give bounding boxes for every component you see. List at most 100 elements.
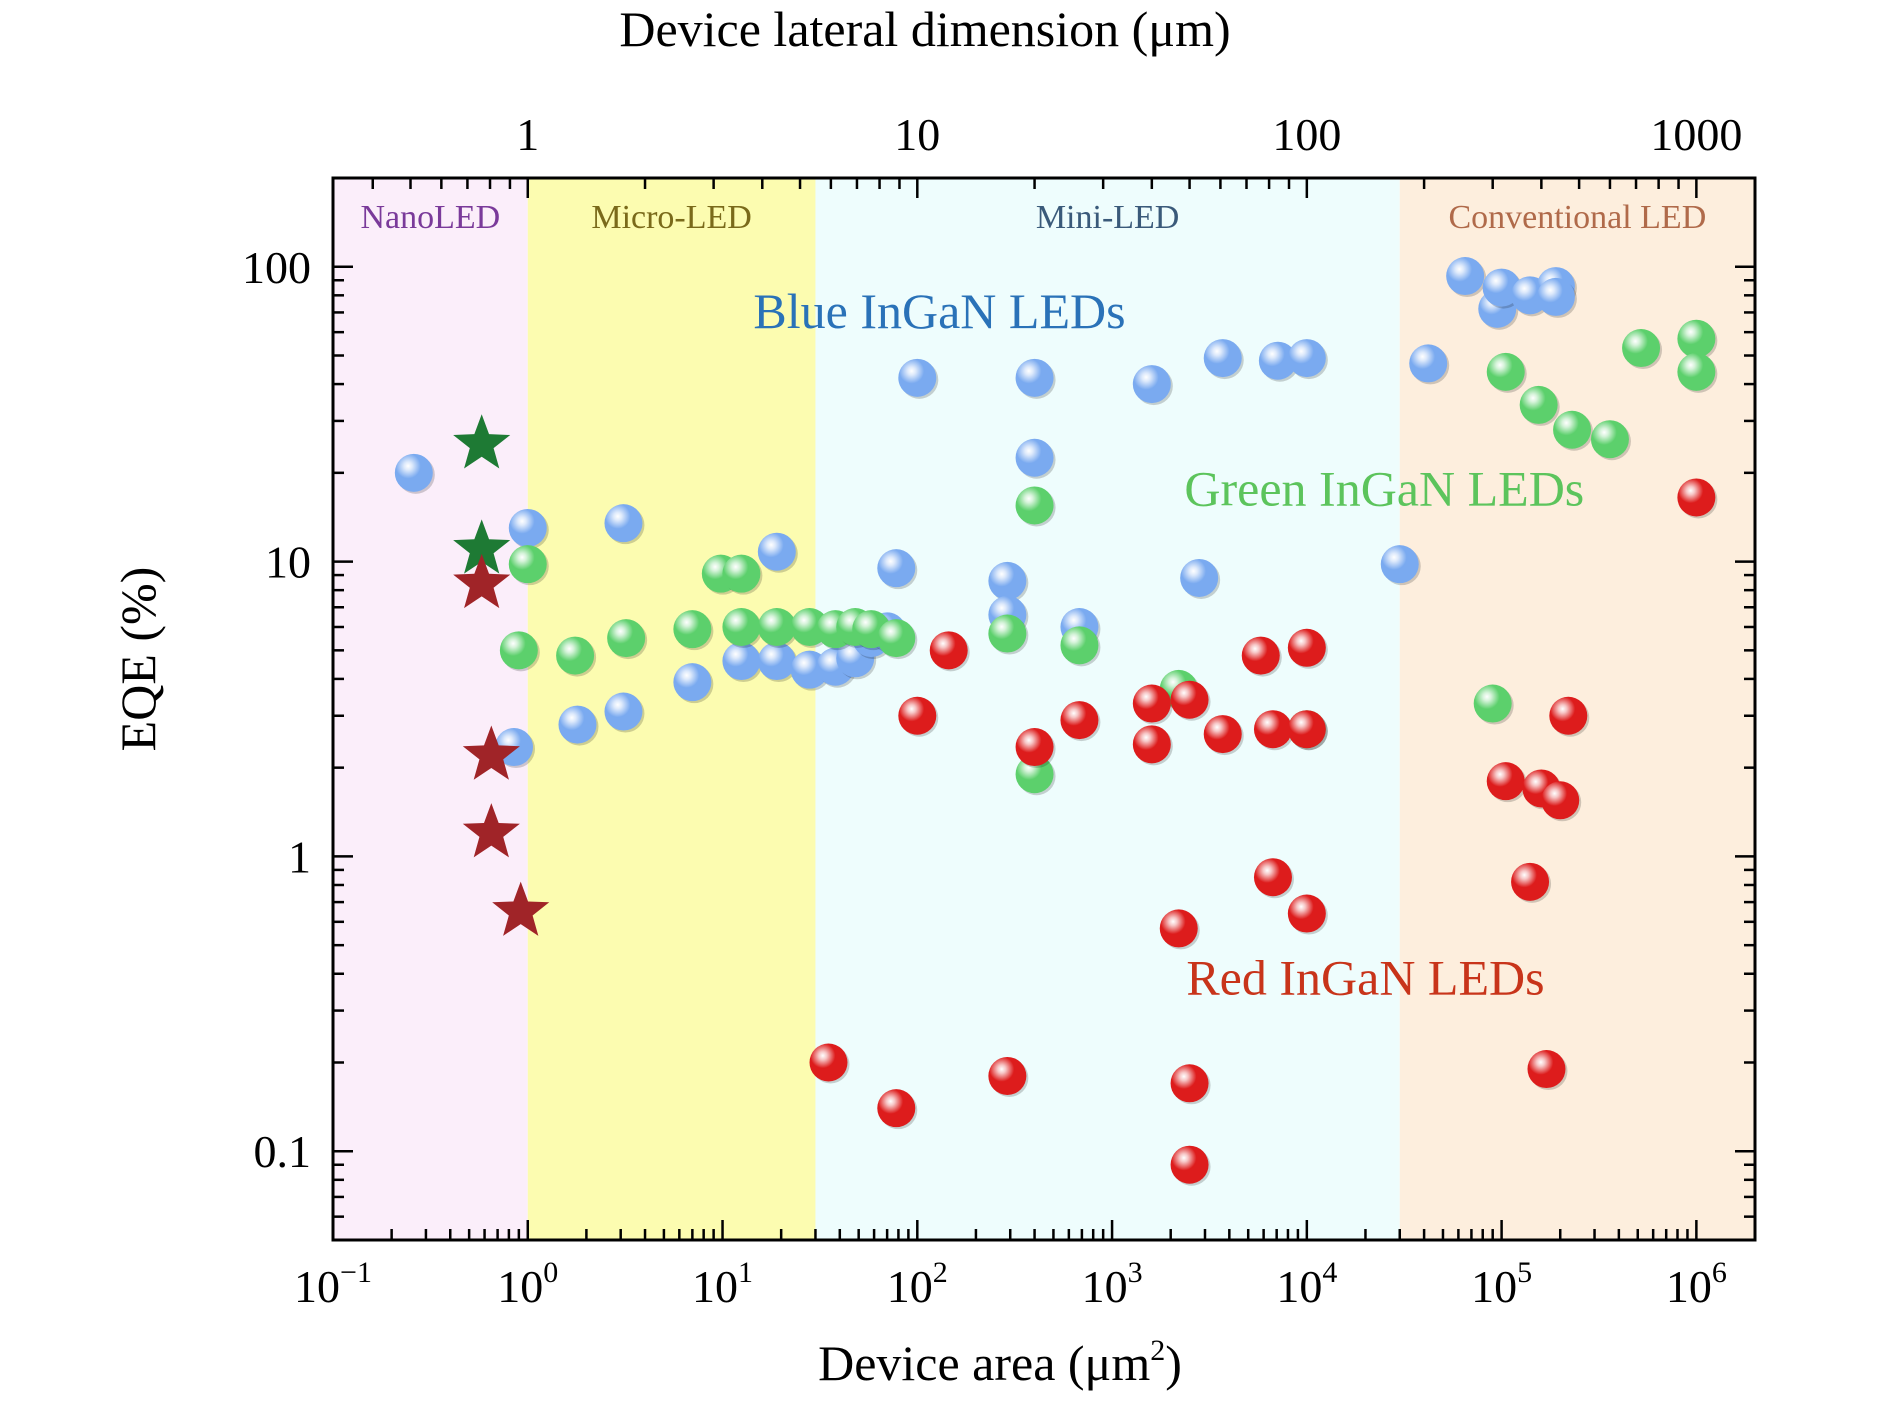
data-point bbox=[1170, 1064, 1211, 1105]
x-tick-label-exponent: 4 bbox=[1322, 1256, 1337, 1289]
data-point bbox=[809, 1043, 850, 1084]
x-tick-label-exponent: 1 bbox=[738, 1256, 753, 1289]
star-marker bbox=[453, 519, 511, 574]
star-marker bbox=[462, 803, 520, 858]
data-point bbox=[1287, 710, 1328, 751]
x2-tick-label: 1 bbox=[516, 109, 539, 160]
x-tick-label: 100 bbox=[497, 1256, 558, 1312]
data-point bbox=[1677, 478, 1718, 519]
data-point bbox=[1287, 339, 1328, 380]
data-point bbox=[1486, 762, 1527, 803]
data-point bbox=[877, 1089, 918, 1130]
x-tick-label-exponent: 5 bbox=[1517, 1256, 1532, 1289]
x-axis-title: Device area (μm2) bbox=[818, 1334, 1182, 1391]
series-annotation: Green InGaN LEDs bbox=[1184, 460, 1584, 516]
series-annotation: Red InGaN LEDs bbox=[1186, 950, 1544, 1006]
data-point bbox=[1132, 365, 1173, 406]
x-tick-label-base: 10 bbox=[1471, 1261, 1517, 1312]
data-point bbox=[607, 619, 648, 660]
data-point bbox=[757, 642, 798, 683]
y-axis-title: EQE (%) bbox=[110, 567, 166, 752]
data-point bbox=[1060, 701, 1101, 742]
x-tick-label: 104 bbox=[1276, 1256, 1337, 1312]
data-point bbox=[394, 453, 435, 494]
x-tick-label-exponent: −1 bbox=[340, 1256, 372, 1289]
data-point bbox=[929, 631, 970, 672]
data-point bbox=[508, 545, 549, 586]
data-point bbox=[1015, 755, 1056, 796]
data-point bbox=[673, 663, 714, 704]
data-point bbox=[1446, 257, 1487, 298]
data-point bbox=[988, 1056, 1029, 1097]
data-point bbox=[1553, 410, 1594, 451]
data-point bbox=[1287, 628, 1328, 669]
data-point bbox=[1549, 696, 1590, 737]
x-tick-label-exponent: 3 bbox=[1128, 1256, 1143, 1289]
x-tick-label: 101 bbox=[692, 1256, 753, 1312]
data-point bbox=[988, 614, 1029, 655]
x-tick-label-exponent: 6 bbox=[1712, 1256, 1727, 1289]
data-point bbox=[1622, 329, 1663, 370]
data-point bbox=[1132, 684, 1173, 725]
star-marker bbox=[453, 414, 511, 469]
region-label: Conventional LED bbox=[1448, 199, 1706, 236]
x-tick-label-base: 10 bbox=[692, 1261, 738, 1312]
region-labels: NanoLED Micro-LED Mini-LED Conventional LED bbox=[361, 199, 1707, 236]
data-point bbox=[1677, 319, 1718, 360]
x2-tick-label: 100 bbox=[1272, 109, 1341, 160]
star-marker bbox=[453, 553, 511, 609]
region-label: Micro-LED bbox=[591, 199, 752, 236]
data-point bbox=[1486, 352, 1527, 393]
data-point bbox=[988, 561, 1029, 602]
data-point bbox=[898, 358, 939, 399]
y-tick-label: 10 bbox=[265, 537, 311, 588]
x-axis-title-close: ) bbox=[1165, 1335, 1182, 1391]
axis-ticks bbox=[331, 176, 1757, 1242]
star-marker bbox=[462, 725, 520, 780]
data-point bbox=[722, 642, 763, 683]
data-point bbox=[1677, 352, 1718, 393]
data-points bbox=[394, 257, 1718, 1186]
x-tick-label: 10−1 bbox=[294, 1256, 372, 1312]
data-point bbox=[1132, 725, 1173, 766]
star-marker bbox=[492, 881, 550, 936]
x-tick-label-base: 10 bbox=[1276, 1261, 1322, 1312]
data-point bbox=[1159, 909, 1200, 950]
data-point bbox=[1380, 545, 1421, 586]
top-x-tick-labels: 1 10 100 1000 bbox=[516, 109, 1742, 160]
x-tick-label: 106 bbox=[1666, 1256, 1727, 1312]
x-tick-label-base: 10 bbox=[1082, 1261, 1128, 1312]
data-point bbox=[877, 619, 918, 660]
x-tick-label-base: 10 bbox=[887, 1261, 933, 1312]
x2-tick-label: 10 bbox=[894, 109, 940, 160]
data-point bbox=[1203, 339, 1244, 380]
data-point bbox=[558, 705, 599, 746]
data-point bbox=[1590, 420, 1631, 461]
x-tick-label: 103 bbox=[1082, 1256, 1143, 1312]
x-tick-label-exponent: 2 bbox=[933, 1256, 948, 1289]
data-point bbox=[604, 692, 645, 733]
x-tick-label: 105 bbox=[1471, 1256, 1532, 1312]
data-point bbox=[1253, 710, 1294, 751]
data-point bbox=[508, 508, 549, 549]
y-tick-label: 1 bbox=[288, 831, 311, 882]
x-tick-label-base: 10 bbox=[1666, 1261, 1712, 1312]
data-point bbox=[1060, 626, 1101, 667]
data-point bbox=[1015, 728, 1056, 769]
data-point bbox=[757, 607, 798, 648]
data-point bbox=[1241, 636, 1282, 677]
y-tick-label: 100 bbox=[242, 242, 311, 293]
x-tick-label-base: 10 bbox=[294, 1261, 340, 1312]
data-point bbox=[499, 631, 540, 672]
region-0 bbox=[333, 178, 528, 1240]
data-point bbox=[1170, 1145, 1211, 1186]
data-point bbox=[1287, 894, 1328, 935]
y-tick-label: 0.1 bbox=[254, 1126, 312, 1177]
series-annotations: Blue InGaN LEDs Green InGaN LEDs Red InGaN… bbox=[753, 283, 1584, 1006]
data-point bbox=[604, 504, 645, 545]
plot-frame bbox=[331, 176, 1757, 1242]
data-point bbox=[1511, 862, 1552, 903]
data-point bbox=[1258, 341, 1299, 382]
x2-axis-title: Device lateral dimension (μm) bbox=[619, 1, 1230, 57]
